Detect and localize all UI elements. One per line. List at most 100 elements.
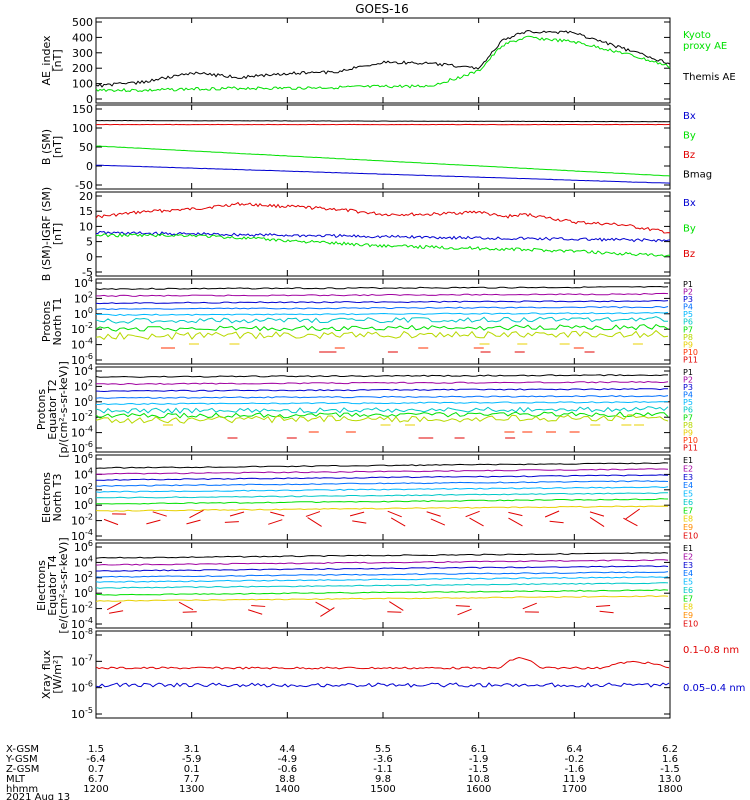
- electron-channel-trace: [96, 589, 669, 596]
- legend-entry: P7: [683, 325, 693, 334]
- electron-channel-trace: [426, 511, 441, 517]
- footer-cell: 10.8: [468, 774, 490, 785]
- y-tick-label: 10-4: [71, 528, 93, 543]
- electron-channel-trace: [465, 510, 480, 518]
- footer-cell: -0.2: [565, 754, 585, 765]
- y-tick-label: 0: [86, 251, 93, 264]
- electron-channel-trace: [152, 511, 167, 517]
- y-tick-label: 102: [74, 482, 93, 497]
- y-axis-label: North T3: [51, 474, 64, 522]
- footer-cell: 1.5: [88, 744, 104, 755]
- legend-entry: E6: [683, 586, 693, 595]
- footer-cell: 0.1: [184, 764, 200, 775]
- footer-row-label: MLT: [6, 774, 26, 785]
- legend-entry: Bmag: [683, 170, 712, 181]
- electron-channel-trace: [390, 517, 406, 527]
- footer-cell: -1.6: [565, 764, 585, 775]
- electron-channel-trace: [305, 511, 321, 517]
- electron-channel-trace: [95, 486, 669, 493]
- footer-cell: 0.7: [88, 764, 104, 775]
- legend-entry: E2: [683, 464, 693, 473]
- y-tick-label: 10-2: [71, 321, 93, 336]
- footer-cell: 1.6: [662, 754, 678, 765]
- proton-channel-trace: [95, 394, 669, 399]
- footer-cell: 6.2: [662, 744, 678, 755]
- legend-entry: E8: [683, 603, 693, 612]
- legend-entry: P11: [683, 355, 698, 364]
- y-axis-label: Equator T2: [46, 379, 59, 439]
- footer-cell: -3.6: [373, 754, 393, 765]
- footer-cell: 13.0: [659, 774, 681, 785]
- y-tick-label: 100: [74, 306, 93, 321]
- proton-channel-trace: [95, 316, 668, 324]
- legend-entry: E4: [683, 481, 693, 490]
- proton-channel-trace: [95, 374, 668, 378]
- legend-entry: P3: [683, 295, 693, 304]
- electron-channel-trace: [455, 605, 470, 607]
- y-axis-label: Equator T4: [46, 555, 59, 615]
- footer-cell: 6.7: [88, 774, 104, 785]
- electron-channel-trace: [522, 602, 537, 610]
- legend-entry: 0.1–0.8 nm: [683, 645, 739, 656]
- footer-cell: 11.9: [563, 774, 585, 785]
- legend-entry: Bz: [683, 150, 695, 161]
- legend-entry: proxy AE: [683, 41, 727, 52]
- series-kyoto: [95, 35, 671, 93]
- electron-channel-trace: [387, 510, 402, 518]
- electron-channel-trace: [589, 511, 605, 517]
- legend-entry: P10: [683, 348, 698, 357]
- y-tick-label: 10-6: [71, 680, 93, 695]
- electron-channel-trace: [95, 559, 669, 566]
- electron-channel-trace: [96, 498, 669, 505]
- proton-channel-trace: [95, 305, 669, 311]
- legend-entry: P10: [683, 436, 698, 445]
- y-tick-label: 104: [74, 554, 93, 569]
- footer-cell: 6.1: [471, 744, 487, 755]
- y-tick-label: 400: [72, 31, 93, 44]
- y-tick-label: 10-4: [71, 337, 93, 352]
- electron-channel-trace: [109, 610, 124, 614]
- legend-entry: P8: [683, 333, 693, 342]
- panel-frame: [95, 17, 671, 104]
- legend-entry: P5: [683, 398, 693, 407]
- footer-cell: 1800: [657, 784, 682, 795]
- footer-row-label: hhmm: [6, 784, 38, 795]
- proton-channel-trace: [95, 411, 669, 419]
- legend-entry: Bz: [683, 249, 695, 260]
- panel-frame: [95, 278, 671, 365]
- electron-channel-trace: [457, 608, 472, 616]
- y-axis-label: Protons: [35, 389, 48, 430]
- y-axis-label: B (SM): [40, 129, 53, 165]
- legend-entry: P11: [683, 443, 698, 452]
- y-tick-label: 5: [86, 236, 93, 249]
- electron-channel-trace: [182, 611, 197, 613]
- legend-entry: By: [683, 223, 696, 234]
- series-bmag: [95, 119, 671, 123]
- legend-entry: E7: [683, 506, 693, 515]
- y-tick-label: 104: [74, 466, 93, 481]
- y-axis-label: [nT]: [51, 49, 64, 71]
- y-tick-label: 106: [74, 451, 93, 466]
- y-axis-label: AE_index: [40, 35, 53, 86]
- footer-date: 2021 Aug 13: [6, 792, 70, 800]
- electron-channel-trace: [95, 582, 669, 589]
- electron-channel-trace: [544, 510, 560, 518]
- series-by: [95, 233, 670, 258]
- y-tick-label: 10: [79, 220, 93, 233]
- legend-entry: P2: [683, 288, 693, 297]
- legend-entry: E3: [683, 561, 693, 570]
- y-tick-label: 104: [74, 275, 93, 290]
- legend-entry: E9: [683, 523, 693, 532]
- y-axis-label: Protons: [40, 301, 53, 342]
- y-tick-label: 10-4: [71, 425, 93, 440]
- footer-cell: -1.5: [469, 764, 489, 775]
- electron-channel-trace: [589, 517, 605, 527]
- electron-channel-trace: [95, 552, 669, 559]
- y-tick-label: 100: [74, 394, 93, 409]
- y-tick-label: -50: [75, 179, 93, 192]
- proton-channel-trace: [95, 285, 669, 291]
- electron-channel-trace: [95, 505, 669, 512]
- electron-channel-trace: [95, 462, 669, 469]
- y-axis-label: B (SM)-IGRF (SM): [40, 187, 53, 281]
